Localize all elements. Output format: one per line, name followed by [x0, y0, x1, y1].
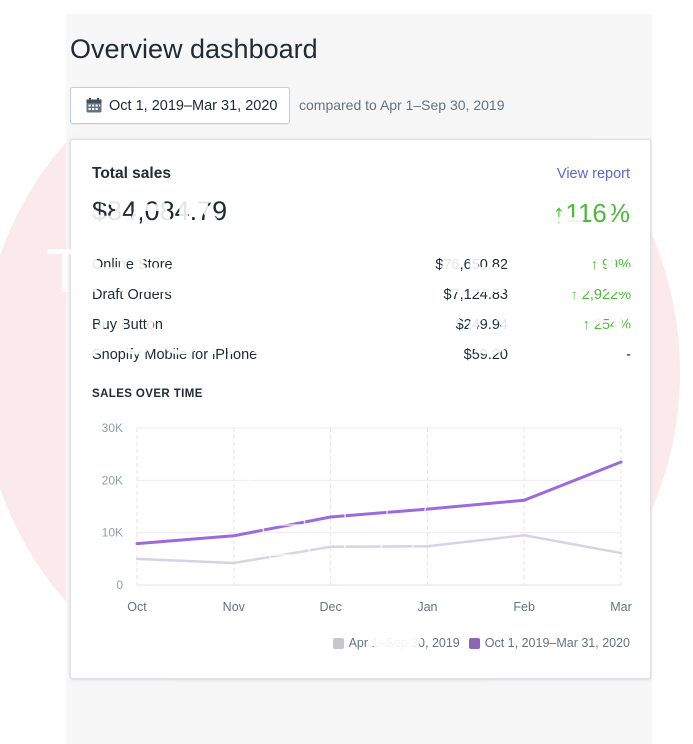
calendar-icon — [86, 98, 102, 113]
row-value: $249.94 — [455, 317, 508, 333]
y-tick-label: 10K — [102, 526, 123, 540]
legend-item-current: Oct 1, 2019–Mar 31, 2020 — [468, 636, 630, 650]
legend-swatch-previous — [332, 637, 344, 649]
watermark-wheel — [283, 610, 333, 660]
view-report-link[interactable]: View report — [556, 166, 630, 182]
x-tick-label: Mar — [610, 600, 632, 614]
row-change: ↑ 254% — [582, 317, 631, 333]
total-sales-change: ↑116% — [552, 198, 630, 228]
x-tick-label: Feb — [513, 600, 535, 614]
watermark-wheel — [371, 610, 421, 660]
row-value: $76,650.82 — [435, 257, 508, 273]
card-title: Total sales — [92, 165, 171, 182]
comparison-text: compared to Apr 1–Sep 30, 2019 — [299, 97, 505, 113]
x-tick-label: Oct — [127, 600, 147, 614]
total-sales-value: $84,084.79 — [92, 196, 228, 226]
row-name: Online Store — [92, 257, 173, 273]
y-tick-label: 0 — [116, 578, 123, 592]
breakdown-row-buy-button: Buy Button $249.94 ↑ 254% — [92, 317, 631, 347]
row-name: Draft Orders — [92, 287, 172, 303]
x-tick-label: Jan — [417, 600, 437, 614]
x-tick-label: Dec — [319, 600, 341, 614]
row-change: - — [626, 347, 631, 363]
row-change: ↑ 2,922% — [570, 287, 631, 303]
date-range-button[interactable]: Oct 1, 2019–Mar 31, 2020 — [70, 87, 290, 124]
row-value: $7,124.83 — [443, 287, 508, 303]
legend-label-current: Oct 1, 2019–Mar 31, 2020 — [484, 636, 630, 650]
x-tick-label: Nov — [223, 600, 246, 614]
chart-title: SALES OVER TIME — [92, 388, 203, 400]
series-line-previous — [135, 534, 623, 565]
sales-over-time-chart: 0 10K 20K 30K Oct Nov Dec Jan Feb Mar — [102, 421, 632, 614]
row-name: Shopify Mobile for iPhone — [92, 347, 258, 363]
sales-breakdown-list: Online Store $76,650.82 ↑ 99% Draft Orde… — [92, 257, 631, 377]
total-sales-card: Total sales View report $84,084.79 ↑116%… — [70, 139, 651, 679]
row-change: ↑ 99% — [590, 257, 631, 273]
y-tick-label: 30K — [102, 421, 123, 435]
row-name: Buy Button — [92, 317, 163, 333]
y-tick-label: 20K — [102, 473, 123, 487]
series-line-current — [135, 460, 623, 546]
legend-swatch-current — [468, 637, 480, 649]
breakdown-row-shopify-mobile: Shopify Mobile for iPhone $59.20 - — [92, 347, 631, 377]
breakdown-row-online-store: Online Store $76,650.82 ↑ 99% — [92, 257, 631, 287]
breakdown-row-draft-orders: Draft Orders $7,124.83 ↑ 2,922% — [92, 287, 631, 317]
row-value: $59.20 — [463, 347, 508, 363]
page-title: Overview dashboard — [70, 34, 318, 64]
date-range-label: Oct 1, 2019–Mar 31, 2020 — [109, 97, 278, 114]
